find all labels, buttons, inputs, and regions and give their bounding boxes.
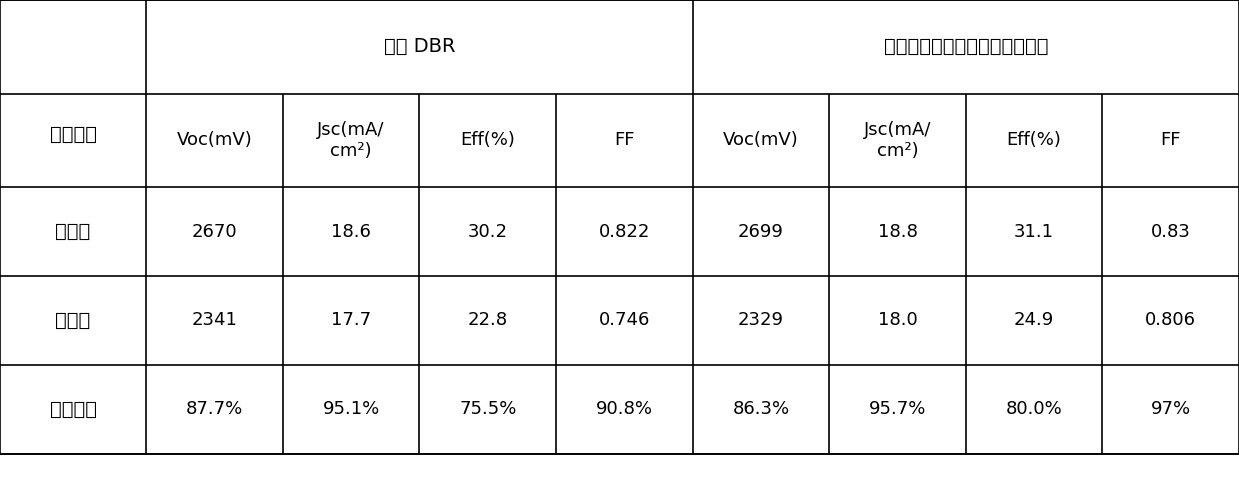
Text: 22.8: 22.8	[467, 312, 508, 329]
Text: 0.806: 0.806	[1145, 312, 1196, 329]
Text: 95.7%: 95.7%	[869, 400, 927, 418]
Text: 2329: 2329	[738, 312, 784, 329]
Text: 18.6: 18.6	[331, 223, 370, 240]
Text: 18.0: 18.0	[877, 312, 917, 329]
Text: Voc(mV): Voc(mV)	[177, 132, 253, 149]
Text: Eff(%): Eff(%)	[460, 132, 515, 149]
Text: 87.7%: 87.7%	[186, 400, 243, 418]
Text: 18.8: 18.8	[877, 223, 917, 240]
Text: 17.7: 17.7	[331, 312, 372, 329]
Text: 0.83: 0.83	[1151, 223, 1191, 240]
Text: Jsc(mA/
cm²): Jsc(mA/ cm²)	[317, 121, 385, 160]
Text: 电池类型: 电池类型	[50, 125, 97, 144]
Text: 86.3%: 86.3%	[732, 400, 789, 418]
Text: 95.1%: 95.1%	[322, 400, 379, 418]
Text: 0.822: 0.822	[598, 223, 650, 240]
Text: 2670: 2670	[192, 223, 238, 240]
Text: Voc(mV): Voc(mV)	[724, 132, 799, 149]
Text: 2341: 2341	[192, 312, 238, 329]
Text: 剩余因子: 剩余因子	[50, 400, 97, 419]
Text: 0.746: 0.746	[598, 312, 650, 329]
Text: 24.9: 24.9	[1014, 312, 1054, 329]
Text: Eff(%): Eff(%)	[1006, 132, 1062, 149]
Text: Jsc(mA/
cm²): Jsc(mA/ cm²)	[864, 121, 932, 160]
Text: 97%: 97%	[1151, 400, 1191, 418]
Text: 31.1: 31.1	[1014, 223, 1054, 240]
Text: FF: FF	[1161, 132, 1181, 149]
Text: 2699: 2699	[738, 223, 784, 240]
Text: 90.8%: 90.8%	[596, 400, 653, 418]
Text: 辐照后: 辐照后	[56, 311, 90, 330]
Text: 80.0%: 80.0%	[1006, 400, 1063, 418]
Text: 30.2: 30.2	[467, 223, 508, 240]
Text: 传统 DBR: 传统 DBR	[384, 37, 455, 56]
Text: FF: FF	[615, 132, 634, 149]
Text: 75.5%: 75.5%	[458, 400, 517, 418]
Text: 晶格渐变缓冲层（宽谱反射镜）: 晶格渐变缓冲层（宽谱反射镜）	[883, 37, 1048, 56]
Text: 辐照前: 辐照前	[56, 222, 90, 241]
